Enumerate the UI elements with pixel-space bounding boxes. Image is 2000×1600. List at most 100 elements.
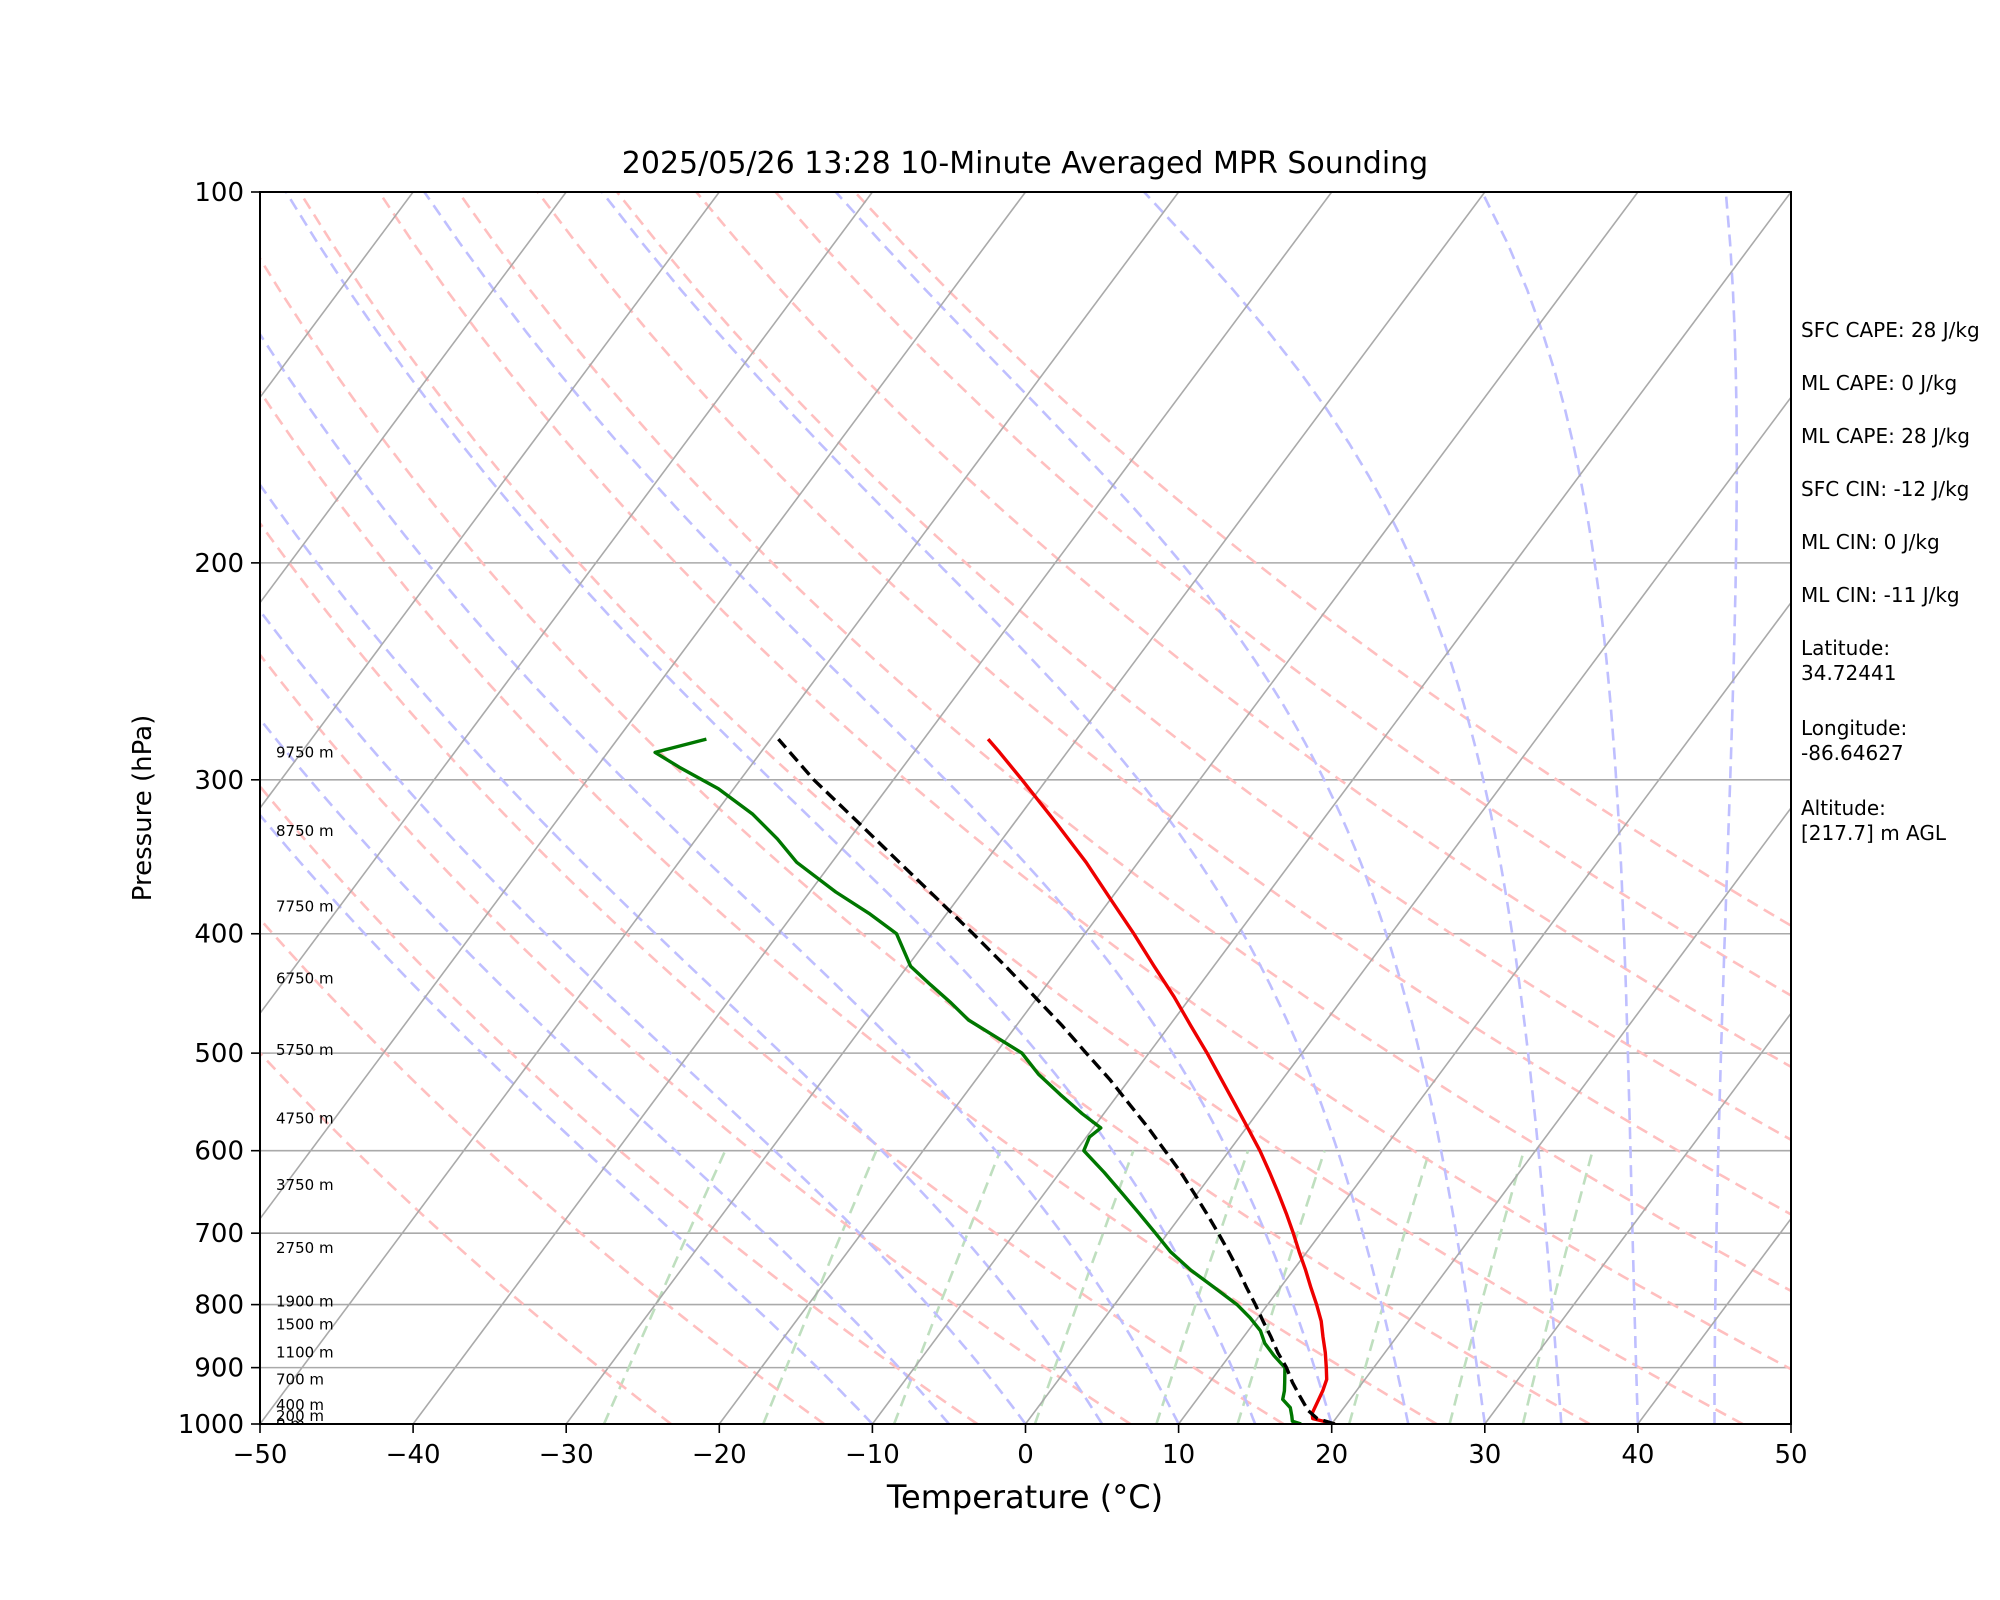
mixing-ratio-line bbox=[602, 1150, 727, 1424]
height-label: 7750 m bbox=[276, 897, 334, 915]
moist-adiabat-lines bbox=[260, 192, 1739, 1424]
chart-title: 2025/05/26 13:28 10-Minute Averaged MPR … bbox=[622, 146, 1428, 181]
sfc-cape-text: SFC CAPE: 28 J/kg bbox=[1801, 318, 1980, 342]
y-tick-label: 400 bbox=[194, 920, 244, 950]
moist-adiabat-line bbox=[1713, 192, 1739, 1424]
y-tick-label: 800 bbox=[194, 1291, 244, 1321]
dry-adiabat-line bbox=[536, 192, 1791, 1216]
longitude-text: Longitude: -86.64627 bbox=[1801, 716, 1997, 796]
isotherm-line bbox=[1484, 1011, 1791, 1424]
moist-adiabat-line bbox=[260, 813, 874, 1424]
isotherm-line bbox=[260, 192, 874, 1015]
y-tick-label: 200 bbox=[194, 549, 244, 579]
ml-cape-text-2: ML CAPE: 28 J/kg bbox=[1801, 424, 1970, 448]
altitude-value: [217.7] m AGL bbox=[1801, 821, 1947, 845]
height-label: 6750 m bbox=[276, 970, 334, 988]
moist-adiabat-line bbox=[260, 482, 1104, 1424]
mixing-ratio-line bbox=[1448, 1150, 1526, 1424]
dry-adiabat-line bbox=[260, 652, 1132, 1424]
height-label: 1500 m bbox=[276, 1315, 334, 1333]
dry-adiabat-line bbox=[260, 256, 1591, 1424]
dry-adiabat-lines bbox=[260, 192, 1791, 1424]
isotherm-line bbox=[871, 192, 1791, 1424]
x-tick-label: 50 bbox=[1774, 1440, 1807, 1470]
moist-adiabat-line bbox=[600, 192, 1410, 1424]
sounding-info-panel: SFC CAPE: 28 J/kg ML CAPE: 0 J/kg ML CAP… bbox=[1801, 318, 1997, 876]
isotherm-line bbox=[565, 192, 1486, 1424]
x-tick-label: −10 bbox=[845, 1440, 900, 1470]
moist-adiabat-line bbox=[284, 192, 1257, 1424]
ml-cin-text: ML CIN: 0 J/kg bbox=[1801, 530, 1940, 554]
mixing-ratio-line bbox=[762, 1150, 878, 1424]
mixing-ratio-line bbox=[1155, 1150, 1250, 1424]
longitude-label: Longitude: bbox=[1801, 716, 1908, 740]
ml-cin-text-2: ML CIN: -11 J/kg bbox=[1801, 583, 1960, 607]
dry-adiabat-line bbox=[774, 192, 1791, 998]
parcel-line bbox=[777, 737, 1336, 1424]
sfc-cin-text: SFC CIN: -12 J/kg bbox=[1801, 477, 1970, 501]
dry-adiabat-line bbox=[378, 192, 1791, 1371]
x-tick-label: 0 bbox=[1017, 1440, 1034, 1470]
moist-adiabat-line bbox=[260, 332, 1180, 1424]
isotherm-line bbox=[718, 192, 1639, 1424]
isobar-lines bbox=[260, 562, 1791, 1369]
moist-adiabat-line bbox=[1480, 192, 1640, 1424]
dry-adiabat-line bbox=[260, 784, 979, 1424]
dry-adiabat-line bbox=[260, 521, 1285, 1424]
x-tick-label: 10 bbox=[1162, 1440, 1195, 1470]
dry-adiabat-line bbox=[853, 192, 1791, 928]
height-label: 0 m bbox=[276, 1415, 305, 1433]
longitude-value: -86.64627 bbox=[1801, 741, 1904, 765]
y-tick-label: 1000 bbox=[178, 1410, 244, 1440]
isotherm-line bbox=[260, 192, 720, 810]
y-tick-label: 500 bbox=[194, 1039, 244, 1069]
latitude-value: 34.72441 bbox=[1801, 661, 1897, 685]
height-label: 700 m bbox=[276, 1370, 324, 1388]
dry-adiabat-line bbox=[298, 192, 1744, 1424]
dry-adiabat-line bbox=[615, 192, 1791, 1142]
temperature-line bbox=[986, 737, 1336, 1424]
mixing-ratio-line bbox=[1033, 1150, 1135, 1424]
altitude-text: Altitude: [217.7] m AGL bbox=[1801, 796, 1997, 876]
height-label: 4750 m bbox=[276, 1110, 334, 1128]
y-tick-label: 300 bbox=[194, 766, 244, 796]
height-label: 8750 m bbox=[276, 822, 334, 840]
x-tick-label: −30 bbox=[539, 1440, 594, 1470]
mixing-ratio-line bbox=[1347, 1150, 1431, 1424]
height-label: 2750 m bbox=[276, 1239, 334, 1257]
moist-adiabat-line bbox=[834, 192, 1487, 1424]
height-label: 9750 m bbox=[276, 743, 334, 761]
dry-adiabat-line bbox=[457, 192, 1791, 1293]
latitude-label: Latitude: bbox=[1801, 636, 1891, 660]
isotherm-line bbox=[0, 192, 107, 1424]
isotherm-line bbox=[260, 192, 1180, 1424]
x-tick-label: 40 bbox=[1621, 1440, 1654, 1470]
x-tick-label: −40 bbox=[386, 1440, 441, 1470]
isotherm-line bbox=[412, 192, 1333, 1424]
moist-adiabat-line bbox=[260, 717, 950, 1424]
dry-adiabat-line bbox=[260, 917, 825, 1424]
dry-adiabat-line bbox=[260, 1051, 672, 1424]
height-label: 5750 m bbox=[276, 1041, 334, 1059]
moist-adiabat-line bbox=[1143, 192, 1563, 1424]
isotherm-line bbox=[260, 192, 567, 605]
mixing-ratio-line bbox=[892, 1150, 1002, 1424]
x-tick-label: 30 bbox=[1468, 1440, 1501, 1470]
profile-lines bbox=[653, 737, 1336, 1424]
x-axis-ticks: −50 −40 −30 −20 −10 0 10 20 30 40 50 bbox=[233, 1424, 1808, 1470]
isotherm-line bbox=[1331, 806, 1791, 1424]
height-label: 1900 m bbox=[276, 1292, 334, 1310]
moist-adiabat-line bbox=[423, 192, 1333, 1424]
height-label: 1100 m bbox=[276, 1344, 334, 1362]
latitude-text: Latitude: 34.72441 bbox=[1801, 636, 1997, 716]
x-tick-label: −20 bbox=[692, 1440, 747, 1470]
isotherm-line bbox=[260, 192, 1027, 1221]
x-tick-label: −50 bbox=[233, 1440, 288, 1470]
height-label: 3750 m bbox=[276, 1176, 334, 1194]
x-tick-label: 20 bbox=[1315, 1440, 1348, 1470]
dewpoint-line bbox=[653, 737, 1302, 1424]
altitude-label: Altitude: bbox=[1801, 796, 1886, 820]
